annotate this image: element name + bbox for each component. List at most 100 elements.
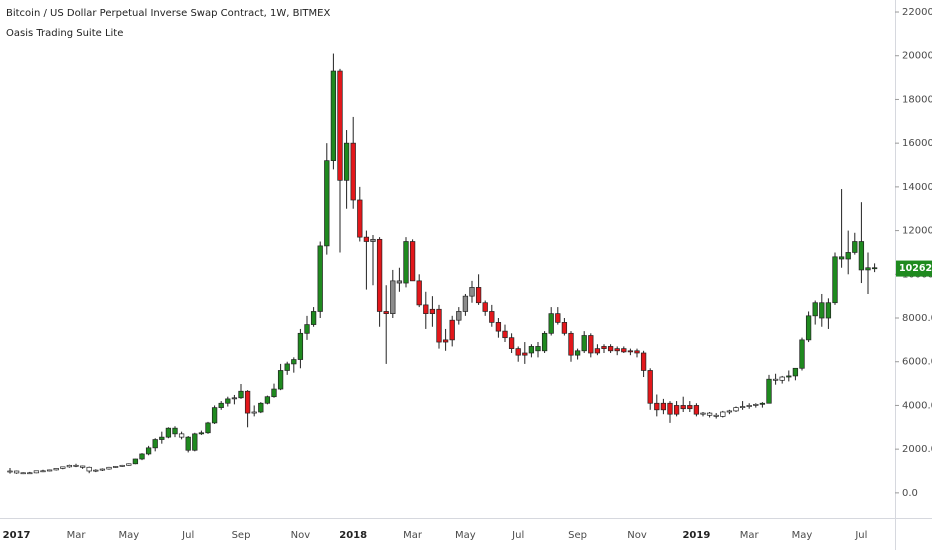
candle-body <box>508 337 515 349</box>
candle-body <box>198 432 205 435</box>
x-tick-label: May <box>118 530 139 541</box>
candle-body <box>805 315 812 341</box>
candle-body <box>832 256 838 304</box>
candle-body <box>139 453 145 460</box>
candle-body <box>568 332 574 356</box>
x-tick-label: May <box>455 530 476 541</box>
candle-body <box>535 346 541 352</box>
candle-body <box>852 241 858 253</box>
candle-body <box>297 332 304 360</box>
candle-body <box>865 267 871 271</box>
candle-body <box>304 324 310 334</box>
candle-body <box>746 405 752 407</box>
candle-body <box>687 405 693 410</box>
candle-body <box>423 304 429 314</box>
candle-body <box>225 398 231 404</box>
y-tick-label: 22000.0 <box>902 7 932 18</box>
candle-body <box>779 376 785 381</box>
candle-body <box>330 70 337 161</box>
candle-body <box>469 287 475 297</box>
candle-body <box>456 311 462 321</box>
candle-body <box>112 466 119 468</box>
candle-body <box>673 405 680 415</box>
candle-body <box>436 308 442 343</box>
candle-body <box>172 427 178 435</box>
candle-body <box>396 280 403 284</box>
candle-body <box>271 388 277 398</box>
candle-body <box>409 241 416 282</box>
candle-body <box>667 402 673 415</box>
candle-body <box>363 236 370 242</box>
y-tick-label: 4000.0 <box>902 400 932 411</box>
candle-body <box>33 470 40 474</box>
candle-body <box>350 142 356 201</box>
candle-body <box>627 350 634 353</box>
candle-body <box>277 370 284 390</box>
candle-body <box>291 359 297 365</box>
candle-body <box>178 433 185 438</box>
candle-body <box>812 302 818 317</box>
candle-body <box>528 346 535 354</box>
candle-body <box>706 412 713 416</box>
candle-body <box>548 313 554 334</box>
candle-body <box>244 390 251 414</box>
candle-body <box>258 402 264 413</box>
candle-body <box>772 378 779 381</box>
candle-body <box>106 466 112 470</box>
candle-body <box>495 322 502 332</box>
candle-body <box>211 407 218 424</box>
candle-body <box>73 464 79 467</box>
candle-body <box>251 411 257 414</box>
candle-body <box>86 466 92 472</box>
candle-body <box>337 70 343 181</box>
candle-body <box>317 245 323 312</box>
candle-body <box>7 470 13 473</box>
candle-body <box>79 465 86 468</box>
x-tick-label: Mar <box>67 530 87 541</box>
candle-body <box>429 308 436 314</box>
x-tick-label: Nov <box>291 530 311 541</box>
candle-body <box>462 295 469 312</box>
candle-body <box>654 402 660 411</box>
candle-body <box>126 463 132 466</box>
candle-body <box>825 302 832 319</box>
candle-body <box>489 311 495 323</box>
candle-body <box>588 335 594 354</box>
candle-body <box>93 469 99 472</box>
y-tick-label: 0.0 <box>902 488 918 499</box>
x-tick-label: Jul <box>854 530 867 541</box>
indicator-name: Oasis Trading Suite Lite <box>6 28 123 39</box>
candle-body <box>713 414 719 417</box>
candle-body <box>766 378 772 404</box>
candle-body <box>601 346 607 349</box>
candle-body <box>502 330 508 339</box>
candle-body <box>20 472 26 475</box>
candle-body <box>53 468 59 471</box>
candle-body <box>858 241 865 271</box>
y-tick-label: 12000.0 <box>902 226 932 237</box>
y-tick-label: 14000.0 <box>902 182 932 193</box>
candle-body <box>442 339 449 343</box>
candle-body <box>370 238 376 242</box>
candle-body <box>46 469 53 472</box>
x-tick-label: Nov <box>627 530 647 541</box>
candle-body <box>99 468 106 471</box>
candle-body <box>310 311 317 325</box>
candle-body <box>621 348 627 353</box>
candle-body <box>515 348 521 356</box>
candle-body <box>607 346 614 352</box>
x-tick-label: 2019 <box>682 530 710 541</box>
chart-title: Bitcoin / US Dollar Perpetual Inverse Sw… <box>6 8 330 19</box>
x-tick-label: 2018 <box>339 530 367 541</box>
candle-body <box>522 352 528 356</box>
x-tick-label: 2017 <box>3 530 31 541</box>
candle-body <box>799 339 805 369</box>
candle-body <box>647 370 653 404</box>
last-price-label: 10262.5 <box>899 263 932 274</box>
candle-body <box>376 238 383 312</box>
candle-body <box>165 427 172 438</box>
y-tick-label: 2000.0 <box>902 444 932 455</box>
candle-body <box>284 363 290 371</box>
